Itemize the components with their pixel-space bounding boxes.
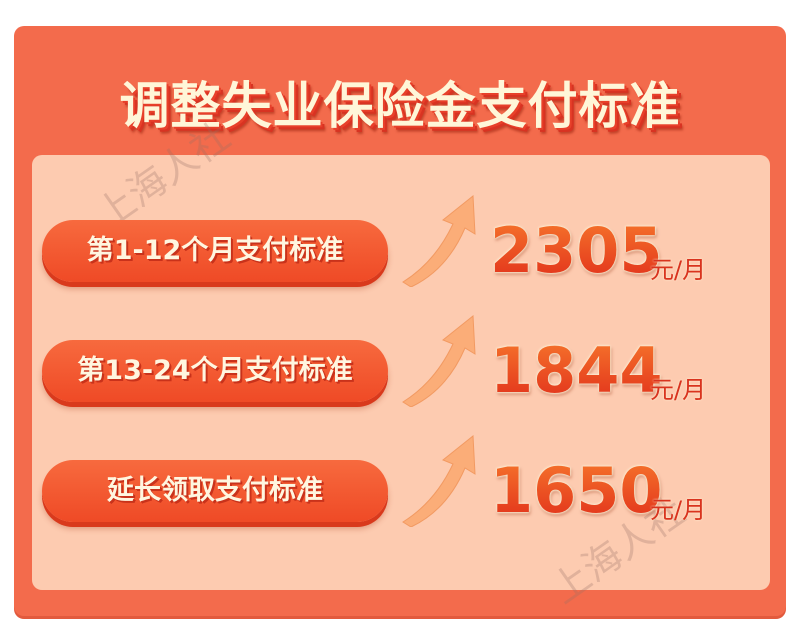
arrow-up-right-icon (402, 435, 476, 527)
amount-value: 2305 (490, 214, 663, 287)
standard-row: 第1-12个月支付标准 2305 元/月 (0, 195, 800, 290)
amount-unit: 元/月 (650, 256, 707, 284)
amount-unit: 元/月 (650, 496, 707, 524)
amount-value: 1844 (490, 334, 663, 407)
standard-row: 第13-24个月支付标准 1844 元/月 (0, 315, 800, 410)
standard-label-pill: 第1-12个月支付标准 (42, 220, 388, 282)
arrow-up-right-icon (402, 195, 476, 287)
standard-label-pill: 延长领取支付标准 (42, 460, 388, 522)
standard-label-pill: 第13-24个月支付标准 (42, 340, 388, 402)
amount-unit: 元/月 (650, 376, 707, 404)
arrow-up-right-icon (402, 315, 476, 407)
amount-value: 1650 (490, 454, 663, 527)
page-title: 调整失业保险金支付标准 (119, 77, 681, 135)
standard-row: 延长领取支付标准 1650 元/月 (0, 435, 800, 530)
